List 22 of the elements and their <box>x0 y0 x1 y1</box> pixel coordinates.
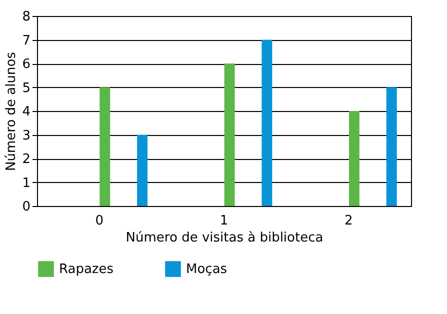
bar <box>137 134 148 206</box>
x-tick-label: 2 <box>344 214 353 228</box>
y-tick-label: 7 <box>22 33 30 48</box>
legend-label: Moças <box>186 262 228 278</box>
y-tick-label: 2 <box>22 152 30 167</box>
bar <box>348 111 360 206</box>
bar <box>100 87 110 206</box>
x-tick-label: 1 <box>220 214 228 228</box>
bar <box>262 40 272 206</box>
y-tick-label: 6 <box>22 57 30 72</box>
y-tick-label: 8 <box>22 10 30 24</box>
bar <box>224 64 235 206</box>
y-tick-label: 4 <box>22 104 30 120</box>
x-tick-label: 0 <box>95 214 104 228</box>
x-axis-title: Número de visitas à biblioteca <box>126 230 324 246</box>
bar <box>386 87 397 206</box>
y-tick-label: 5 <box>22 80 30 96</box>
y-tick-label: 3 <box>22 128 30 144</box>
legend-label: Rapazes <box>59 262 114 278</box>
y-tick-label: 1 <box>22 176 30 191</box>
y-axis-title: Número de alunos <box>4 52 20 171</box>
y-tick-label: 0 <box>22 200 30 214</box>
